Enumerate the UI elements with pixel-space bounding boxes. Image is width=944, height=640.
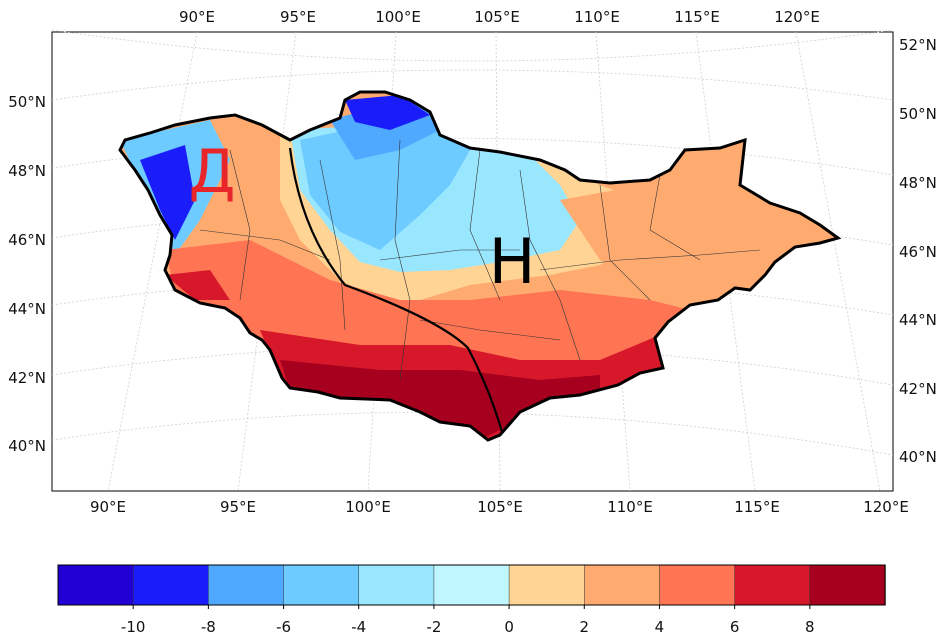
colorbar-segment	[584, 564, 661, 606]
colorbar-segment	[433, 564, 510, 606]
bottom-lon-label: 90°E	[90, 498, 126, 516]
left-lat-label: 42°N	[8, 369, 46, 387]
colorbar-tick-label: -10	[121, 618, 146, 636]
left-lat-label: 44°N	[8, 300, 46, 318]
zone-altai-peaks	[140, 145, 195, 240]
region-west-label: Д	[189, 137, 236, 207]
left-lat-label: 46°N	[8, 231, 46, 249]
region-divider	[288, 147, 504, 433]
colorbar-segment	[283, 564, 360, 606]
bottom-lon-label: 115°E	[734, 498, 780, 516]
colorbar-segment	[508, 564, 586, 606]
colorbar-segment	[358, 564, 435, 606]
colorbar-tick-label: 8	[805, 618, 815, 636]
colorbar-tick-label: -2	[426, 618, 441, 636]
right-lat-label: 40°N	[899, 448, 937, 466]
bottom-longitude-labels: 90°E 95°E 100°E 105°E 110°E 115°E 120°E	[90, 498, 909, 516]
left-lat-label: 48°N	[8, 162, 46, 180]
zone-mountain-north	[345, 95, 430, 130]
colorbar-segment	[208, 564, 285, 606]
colorbar-tick-label: 4	[655, 618, 665, 636]
colorbar-segment	[57, 564, 134, 606]
colorbar-ticks: -10 -8 -6 -4 -2 0 2 4 6 8	[121, 605, 815, 636]
bottom-lon-label: 100°E	[345, 498, 391, 516]
top-lon-label: 120°E	[774, 8, 820, 26]
right-latitude-labels: 52°N 50°N 48°N 46°N 44°N 42°N 40°N	[899, 36, 937, 466]
colorbar-frame	[57, 564, 886, 606]
right-lat-label: 44°N	[899, 311, 937, 329]
top-lon-label: 100°E	[375, 8, 421, 26]
colorbar-tick-label: -6	[276, 618, 291, 636]
colorbar-tick-label: -4	[351, 618, 366, 636]
colorbar-segment	[132, 564, 210, 606]
bottom-lon-label: 95°E	[220, 498, 256, 516]
bottom-lon-label: 120°E	[863, 498, 909, 516]
colorbar-segment	[809, 564, 886, 606]
right-lat-label: 48°N	[899, 174, 937, 192]
right-lat-label: 50°N	[899, 105, 937, 123]
colorbar-tick-label: -8	[201, 618, 216, 636]
colorbar-tick-label: 6	[730, 618, 740, 636]
top-lon-label: 115°E	[674, 8, 720, 26]
region-east-label: Н	[489, 225, 536, 298]
top-lon-label: 95°E	[280, 8, 316, 26]
zone-west-south	[165, 270, 230, 300]
colorbar-segment	[734, 564, 811, 606]
top-longitude-labels: 90°E 95°E 100°E 105°E 110°E 115°E 120°E	[179, 8, 820, 26]
colorbar-tick-label: 2	[579, 618, 589, 636]
country-outline	[118, 90, 842, 442]
left-lat-label: 40°N	[8, 437, 46, 455]
bottom-lon-label: 105°E	[477, 498, 523, 516]
province-borders	[199, 139, 761, 381]
colorbar-segment	[659, 564, 736, 606]
left-latitude-labels: 50°N 48°N 46°N 44°N 42°N 40°N	[8, 93, 46, 455]
top-lon-label: 110°E	[574, 8, 620, 26]
right-lat-label: 42°N	[899, 380, 937, 398]
zone-colder	[300, 110, 470, 250]
colorbar	[57, 564, 886, 606]
right-lat-label: 46°N	[899, 243, 937, 261]
zone-east	[560, 175, 830, 295]
left-lat-label: 50°N	[8, 93, 46, 111]
bottom-lon-label: 110°E	[607, 498, 653, 516]
top-lon-label: 90°E	[179, 8, 215, 26]
right-lat-label: 52°N	[899, 36, 937, 54]
colorbar-tick-label: 0	[504, 618, 514, 636]
top-lon-label: 105°E	[474, 8, 520, 26]
